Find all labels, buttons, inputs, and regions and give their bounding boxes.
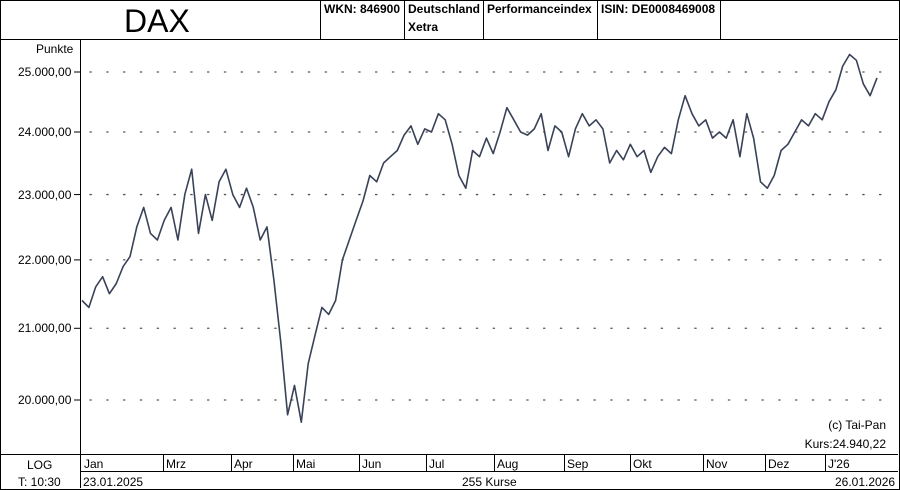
- count-label: 255 Kurse: [462, 475, 517, 489]
- x-tick-label: Okt: [633, 457, 652, 471]
- x-tick-label: Jan: [84, 457, 104, 471]
- kurs-annotation: Kurs:24.940,22: [804, 437, 886, 451]
- x-tick-label: Mai: [296, 457, 316, 471]
- y-tick-label: 22.000,00: [18, 252, 72, 267]
- index-type-label: Performanceindex: [487, 2, 592, 16]
- x-tick-label: Mrz: [166, 457, 186, 471]
- wkn-label: WKN: 846900: [324, 2, 401, 16]
- x-tick-label: J'26: [828, 457, 850, 471]
- y-tick-label: 20.000,00: [18, 393, 72, 407]
- y-tick-label: 25.000,00: [18, 65, 72, 79]
- x-tick-label: Aug: [497, 457, 519, 471]
- start-date: 23.01.2025: [83, 475, 144, 489]
- time-label: T: 10:30: [18, 475, 61, 489]
- series-line: [81, 53, 878, 424]
- index-title: DAX: [124, 3, 190, 39]
- x-tick-label: Dez: [768, 457, 790, 471]
- copyright-annotation: (c) Tai-Pan: [828, 418, 886, 432]
- x-tick-label: Apr: [234, 457, 253, 471]
- y-tick-label: 23.000,00: [18, 187, 72, 202]
- x-tick-label: Jun: [362, 457, 382, 471]
- isin-label: ISIN: DE0008469008: [601, 2, 716, 16]
- x-tick-label: Sep: [567, 457, 589, 471]
- country-label: Deutschland: [408, 2, 481, 16]
- x-tick-label: Jul: [429, 457, 445, 471]
- scale-label: LOG: [27, 458, 53, 472]
- y-tick-label: 24.000,00: [18, 125, 72, 139]
- end-date: 26.01.2026: [835, 475, 896, 489]
- x-tick-label: Nov: [706, 457, 728, 471]
- exchange-label: Xetra: [408, 20, 439, 34]
- y-tick-label: 21.000,00: [18, 321, 72, 336]
- y-axis-label: Punkte: [36, 42, 74, 56]
